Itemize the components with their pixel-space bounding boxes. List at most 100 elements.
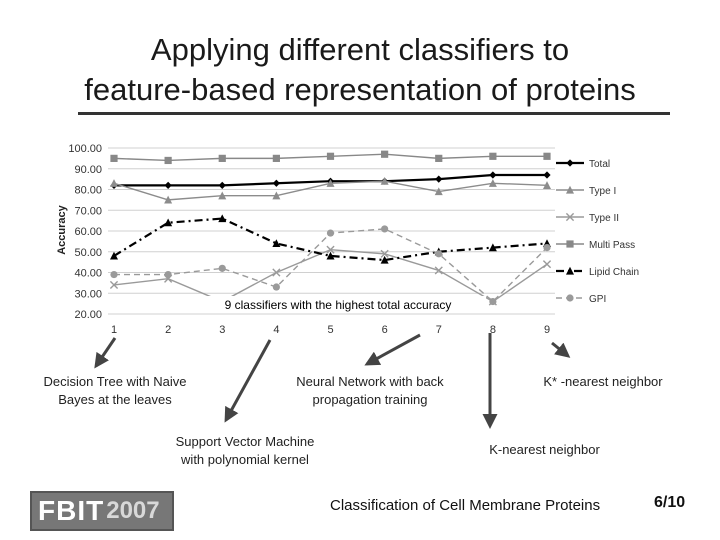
data-point (109, 280, 119, 290)
data-point (543, 152, 551, 160)
data-point (380, 255, 389, 264)
data-point (489, 152, 497, 160)
banner-background (190, 296, 486, 313)
data-point (542, 260, 552, 269)
y-tick-label: 40.00 (74, 268, 102, 280)
series-type-i (110, 177, 551, 204)
data-point (489, 297, 497, 306)
arrow-svm (224, 339, 272, 423)
data-point (434, 187, 443, 196)
data-point (110, 251, 118, 260)
data-point (272, 179, 280, 187)
legend-swatch-marker (565, 212, 575, 222)
legend-label: Type I (589, 186, 616, 197)
footer-title: Classification of Cell Membrane Proteins (330, 497, 601, 514)
data-point (489, 171, 497, 179)
data-point (326, 251, 335, 260)
annotation-decision-tree-line-2: Bayes at the leaves (58, 392, 172, 407)
legend-swatch-marker (566, 159, 574, 167)
y-tick-label: 50.00 (74, 247, 102, 259)
data-point (488, 179, 497, 187)
slide-title-line-2: feature-based representation of proteins (84, 72, 636, 107)
legend-item: Type II (556, 212, 619, 224)
annotation-kstar: K* -nearest neighbor (543, 374, 663, 389)
legend-swatch-marker (566, 240, 574, 248)
x-tick-label: 7 (436, 324, 442, 336)
data-point (272, 239, 281, 248)
data-point (164, 195, 173, 204)
legend-label: GPI (589, 294, 606, 305)
fbit-logo: FBIT 2007 (30, 491, 174, 531)
arrow-decision-tree (94, 337, 117, 369)
x-tick-label: 8 (490, 324, 496, 336)
logo-text: FBIT (38, 495, 105, 526)
annotation-svm-line-2: with polynomial kernel (181, 452, 309, 467)
logo-year: 2007 (106, 497, 160, 524)
title-underline (78, 112, 670, 115)
annotation-neural-network: Neural Network with back propagation tra… (265, 373, 475, 409)
data-point (435, 175, 443, 183)
y-tick-label: 60.00 (74, 226, 102, 238)
data-point (218, 191, 227, 200)
legend-swatch-marker (566, 266, 574, 275)
annotation-knn: K-nearest neighbor (489, 442, 600, 457)
x-tick-labels: 1 2 3 4 5 6 7 8 9 (111, 324, 550, 336)
series-lipid-chain (110, 214, 551, 264)
legend-label: Total (589, 159, 610, 170)
data-point (381, 150, 389, 158)
data-point (434, 266, 443, 275)
arrow-kstar (551, 341, 571, 358)
x-tick-label: 6 (382, 324, 388, 336)
data-point (110, 270, 118, 279)
y-tick-label: 20.00 (74, 309, 102, 321)
legend-label: Type II (589, 213, 619, 224)
data-point (218, 214, 227, 223)
series-gpi (110, 225, 551, 306)
annotation-arrows (94, 333, 571, 429)
data-point (164, 270, 172, 279)
annotation-svm: Support Vector Machine with polynomial k… (140, 433, 350, 469)
x-tick-label: 3 (219, 324, 225, 336)
annotation-decision-tree: Decision Tree with Naive Bayes at the le… (20, 373, 210, 409)
y-tick-label: 70.00 (74, 205, 102, 217)
data-point (326, 229, 335, 237)
y-tick-label: 100.00 (68, 143, 102, 155)
data-point (164, 156, 172, 165)
data-point (272, 154, 280, 162)
data-point (218, 264, 226, 272)
legend-item: Total (556, 159, 610, 170)
legend-item: Multi Pass (556, 240, 635, 251)
legend-item: Type I (556, 185, 616, 197)
series-line (114, 228, 548, 303)
data-point (381, 225, 389, 233)
legend-swatch-marker (566, 185, 574, 194)
annotation-decision-tree-line-1: Decision Tree with Naive (43, 374, 187, 389)
y-tick-label: 30.00 (74, 288, 102, 300)
data-point (326, 245, 335, 254)
chart-legend: Total Type I Type II Multi Pass Lipid Chain G… (556, 159, 639, 305)
data-point (380, 177, 389, 185)
legend-label: Lipid Chain (589, 267, 639, 278)
data-point (110, 154, 118, 162)
x-tick-label: 2 (165, 324, 171, 336)
x-tick-label: 5 (327, 324, 333, 336)
x-tick-label: 9 (544, 324, 550, 336)
x-tick-label: 1 (111, 324, 117, 336)
annotation-svm-line-1: Support Vector Machine (175, 434, 315, 449)
x-tick-label: 4 (273, 324, 279, 336)
data-point (435, 154, 443, 162)
legend-item: GPI (556, 294, 606, 305)
slide-title-line-1: Applying different classifiers to (150, 32, 570, 67)
legend-item: Lipid Chain (556, 266, 639, 278)
data-point (543, 171, 551, 179)
data-point (326, 152, 335, 160)
data-point (164, 218, 173, 227)
annotation-neural-network-line-2: propagation training (312, 392, 428, 407)
series-line (113, 217, 548, 262)
legend-swatch-marker (566, 294, 574, 302)
data-point (543, 244, 551, 252)
data-point (435, 250, 443, 258)
data-point (326, 179, 335, 187)
data-point (488, 243, 497, 252)
